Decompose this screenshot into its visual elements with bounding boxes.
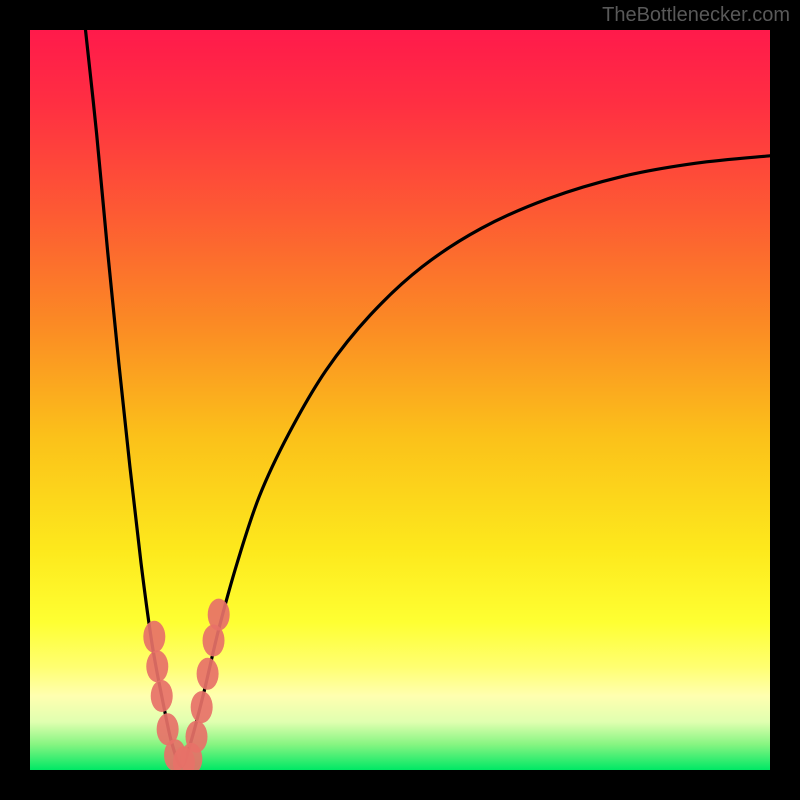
data-marker	[186, 721, 208, 753]
data-marker	[143, 621, 165, 653]
data-marker	[197, 658, 219, 690]
data-marker	[146, 650, 168, 682]
data-marker	[151, 680, 173, 712]
plot-background	[30, 30, 770, 770]
chart-root: TheBottlenecker.com	[0, 0, 800, 800]
chart-svg	[0, 0, 800, 800]
data-marker	[191, 691, 213, 723]
data-marker	[208, 599, 230, 631]
watermark-text: TheBottlenecker.com	[602, 4, 790, 27]
